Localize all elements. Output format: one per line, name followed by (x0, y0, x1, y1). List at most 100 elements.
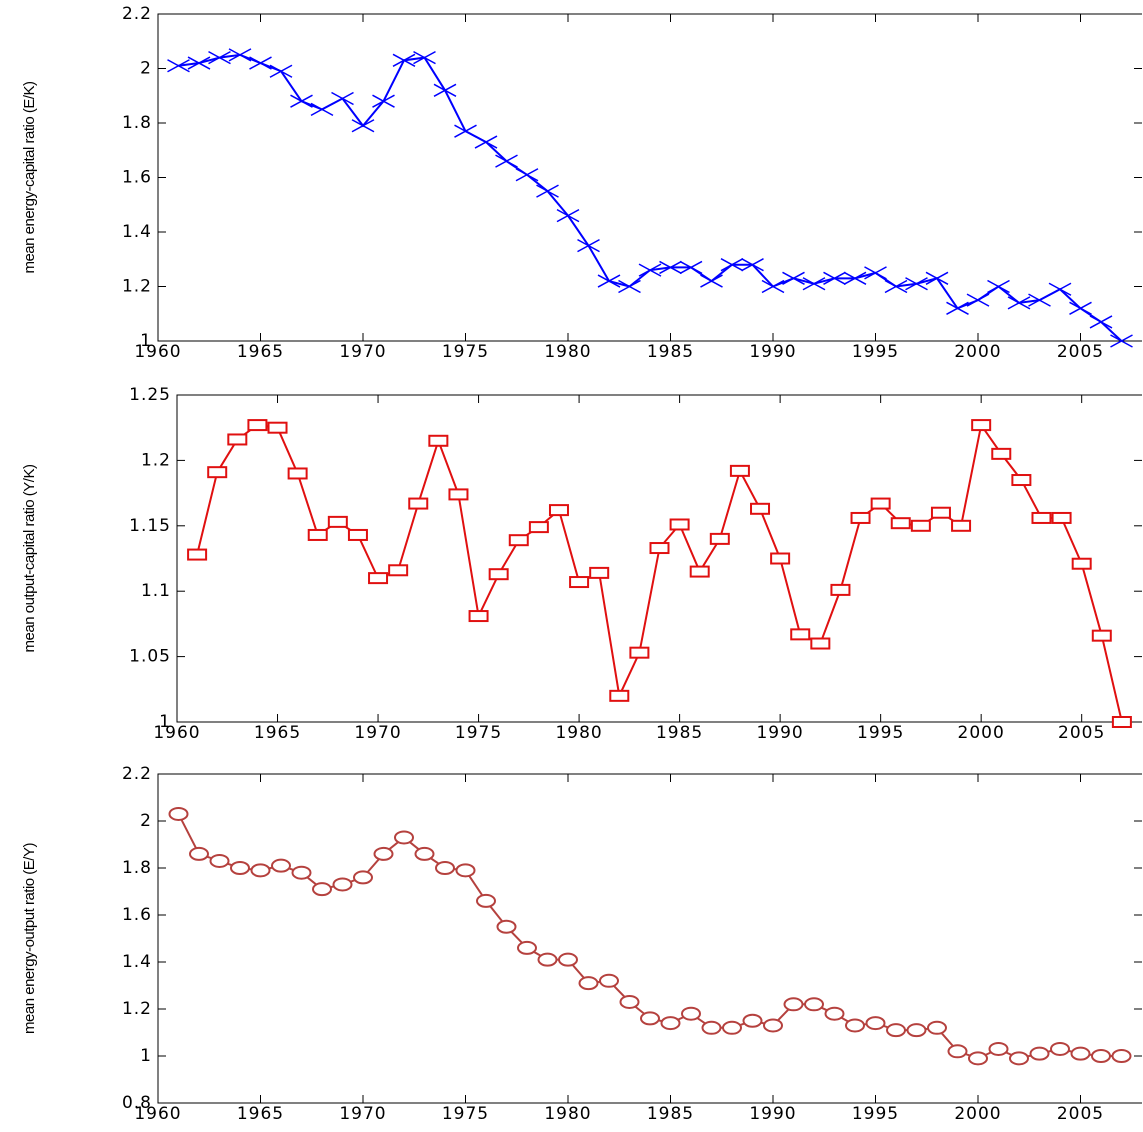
marker (640, 1011, 660, 1026)
marker (433, 83, 457, 97)
marker (435, 861, 455, 875)
marker (649, 542, 670, 555)
marker (930, 506, 951, 519)
marker (783, 997, 804, 1012)
y-tick-label: 1.6 (122, 168, 152, 188)
marker (1110, 334, 1133, 348)
y-tick-label: 2 (140, 59, 152, 79)
panel: 0.8 1 1.2 1.4 1.6 1.8 2 2.2 1960 1965 1970 1975 1980… (21, 764, 1142, 1124)
marker (750, 502, 771, 515)
marker (870, 497, 891, 510)
marker (1089, 315, 1113, 329)
y-tick-label: 2.2 (122, 764, 152, 784)
marker (331, 91, 354, 106)
marker (1111, 716, 1132, 728)
marker (373, 846, 394, 861)
marker (701, 1020, 722, 1035)
marker (790, 628, 811, 641)
marker (168, 806, 189, 821)
marker (1071, 557, 1092, 570)
marker (988, 1041, 1009, 1056)
marker (368, 572, 389, 585)
axis-frame (176, 394, 1142, 723)
x-tick-label: 1985 (647, 342, 694, 362)
x-tick-label: 1975 (442, 1104, 489, 1124)
marker (558, 952, 578, 967)
marker (1029, 1046, 1050, 1061)
marker (495, 154, 518, 168)
marker (741, 258, 764, 272)
marker (830, 583, 851, 596)
marker (392, 53, 416, 67)
marker (729, 464, 750, 477)
marker (660, 1016, 681, 1031)
marker (890, 517, 911, 530)
marker (1048, 282, 1072, 296)
marker (597, 274, 621, 288)
marker (1069, 301, 1092, 315)
x-tick-label: 1965 (237, 1104, 284, 1124)
x-tick-label: 1995 (852, 1104, 899, 1124)
x-tick-label: 2005 (1057, 342, 1104, 362)
marker (1111, 1049, 1132, 1063)
x-tick-label: 1965 (254, 723, 301, 743)
marker (209, 853, 230, 868)
marker (327, 515, 348, 528)
y-tick-label: 1.1 (141, 581, 171, 601)
marker (987, 279, 1010, 294)
marker (763, 1018, 783, 1033)
marker (884, 279, 908, 294)
marker (700, 274, 723, 288)
marker (187, 548, 208, 561)
marker (353, 870, 373, 885)
marker (845, 1018, 865, 1033)
y-tick-label: 1.4 (122, 952, 152, 972)
marker (428, 434, 449, 447)
marker (536, 184, 559, 198)
marker (865, 1016, 886, 1031)
marker (782, 271, 805, 285)
marker (249, 56, 272, 70)
x-tick-label: 2000 (958, 723, 1005, 743)
marker (823, 271, 846, 285)
marker (720, 258, 744, 272)
marker (548, 504, 569, 517)
panel: 1 1.05 1.1 1.15 1.2 1.25 1960 1965 1970 1975 1980 1… (21, 385, 1142, 743)
x-tick-label: 2005 (1058, 723, 1105, 743)
marker (517, 940, 537, 955)
marker (228, 48, 252, 62)
marker (947, 1044, 968, 1059)
x-tick-label: 1960 (153, 723, 200, 743)
marker (951, 519, 972, 532)
x-tick-label: 1990 (749, 342, 796, 362)
marker (508, 534, 529, 547)
marker (968, 1051, 988, 1066)
marker (413, 50, 436, 65)
x-tick-label: 2005 (1057, 1104, 1104, 1124)
marker (208, 50, 231, 65)
marker (307, 528, 328, 541)
y-tick-label: 1.6 (122, 905, 152, 925)
marker (864, 266, 887, 280)
marker (455, 863, 476, 878)
marker (167, 59, 190, 73)
marker (537, 952, 558, 967)
marker (187, 56, 211, 70)
marker (638, 263, 662, 277)
marker (577, 238, 600, 253)
x-tick-label: 1975 (455, 723, 502, 743)
y-tick-label: 1 (159, 712, 171, 732)
marker (927, 1020, 947, 1035)
y-axis-label: mean energy-capital ratio (E/K) (21, 81, 38, 274)
marker (1007, 296, 1031, 310)
marker (388, 564, 409, 577)
marker (454, 124, 477, 138)
y-axis-label: mean energy-output ratio (E/Y) (21, 843, 38, 1034)
x-tick-label: 1990 (756, 723, 803, 743)
marker (269, 64, 293, 78)
marker (468, 610, 489, 623)
x-tick-label: 1995 (852, 342, 899, 362)
marker (810, 637, 831, 650)
marker (824, 1006, 845, 1021)
